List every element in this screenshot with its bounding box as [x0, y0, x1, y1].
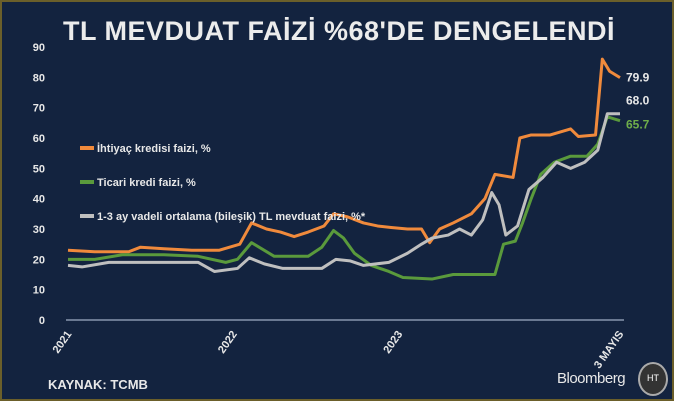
series-line-0 [67, 57, 621, 254]
chart-title: TL MEVDUAT FAİZİ %68'DE DENGELENDİ [63, 16, 615, 46]
y-tick-label: 40 [33, 194, 45, 206]
y-tick-label: 20 [33, 254, 45, 266]
legend-label: İhtiyaç kredisi faizi, % [97, 142, 211, 155]
x-tick-label: 2023 [381, 329, 405, 356]
y-tick-label: 70 [33, 103, 45, 115]
y-tick-label: 60 [33, 133, 45, 145]
end-value-label: 68.0 [626, 94, 650, 108]
ht-logo: HT [638, 362, 668, 396]
y-tick-label: 30 [33, 224, 45, 236]
y-tick-label: 80 [33, 72, 45, 84]
end-value-label: 65.7 [626, 118, 650, 132]
source-label: KAYNAK: TCMB [48, 377, 148, 392]
bloomberg-logo: Bloomberg [557, 370, 626, 387]
x-tick-label: 2022 [216, 329, 240, 356]
end-value-label: 79.9 [626, 71, 650, 85]
y-tick-label: 90 [33, 42, 45, 54]
y-tick-label: 10 [33, 285, 45, 297]
series-line-2 [67, 112, 620, 273]
legend-label: Ticari kredi faizi, % [97, 177, 196, 189]
legend-label: 1-3 ay vadeli ortalama (bileşik) TL mevd… [97, 211, 366, 223]
x-tick-label: 2021 [51, 329, 75, 356]
y-tick-label: 0 [39, 315, 45, 327]
y-tick-label: 50 [33, 163, 45, 175]
x-tick-label: 3 MAYIS [592, 329, 627, 371]
series-line-1 [68, 115, 621, 281]
